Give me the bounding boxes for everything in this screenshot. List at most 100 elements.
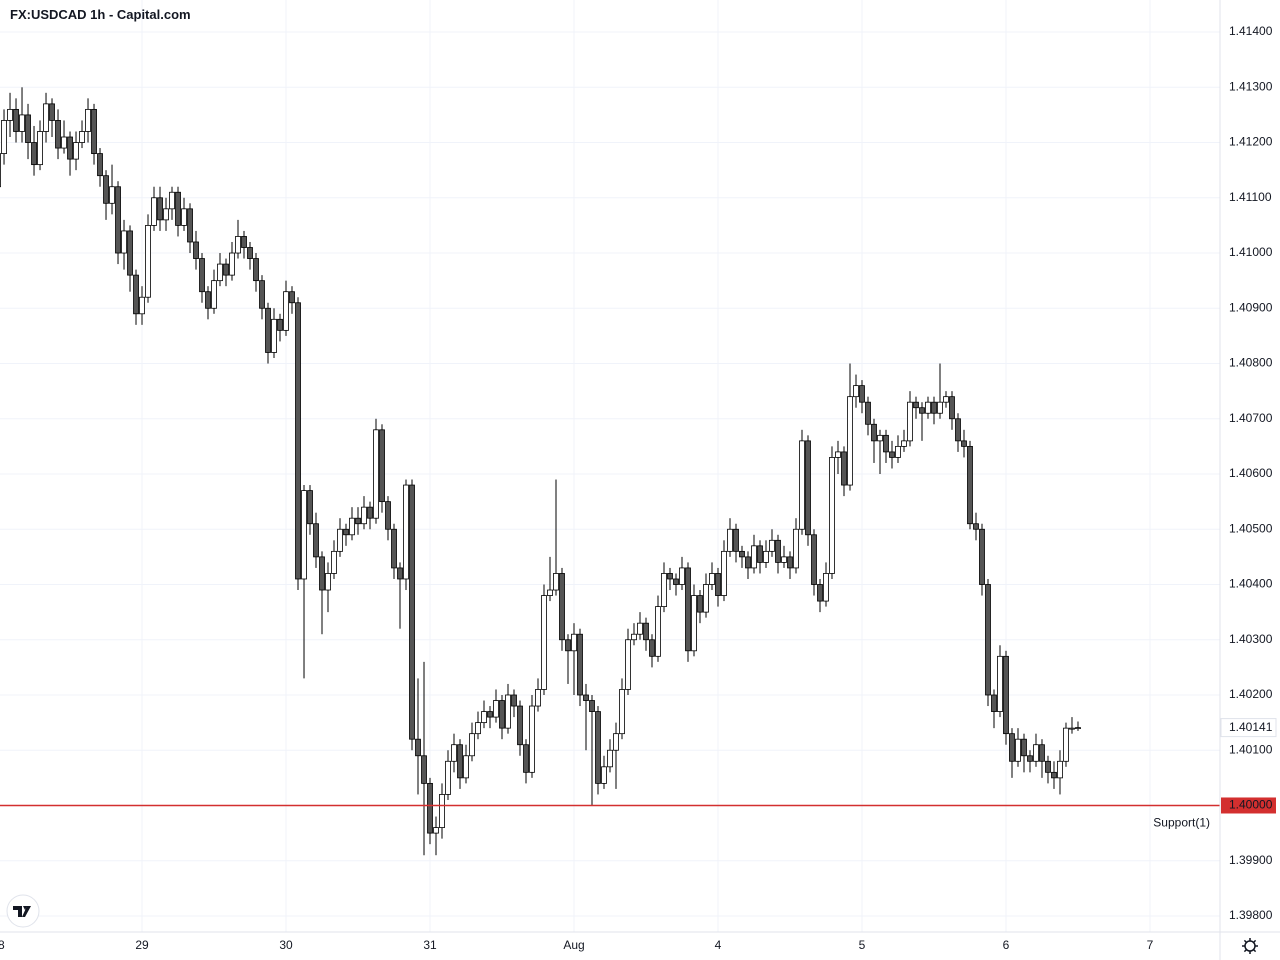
- candle-body: [679, 567, 685, 585]
- candle-body: [331, 550, 337, 574]
- last-price-box: [1220, 718, 1277, 738]
- candle-body: [1057, 760, 1063, 779]
- candle-body: [457, 744, 463, 779]
- y-tick-label: 1.39900: [1229, 853, 1273, 867]
- candle-body: [1033, 744, 1039, 762]
- candle-body: [283, 291, 289, 331]
- candle-body: [1, 120, 7, 154]
- candle-body: [817, 584, 823, 602]
- candle-body: [643, 622, 649, 641]
- y-tick-label: 1.41200: [1229, 135, 1273, 149]
- candle-body: [235, 236, 241, 254]
- candle-body: [199, 258, 205, 293]
- candle-body: [175, 191, 181, 226]
- candle-body: [901, 440, 907, 447]
- candle-body: [421, 755, 427, 784]
- x-tick-label: 5: [859, 938, 866, 952]
- candle-body: [1051, 771, 1057, 779]
- candle-body: [751, 545, 757, 569]
- candle-body: [463, 755, 469, 779]
- candle-body: [709, 573, 715, 585]
- candle-body: [115, 186, 121, 254]
- candle-body: [265, 307, 271, 353]
- candle-body: [733, 528, 739, 552]
- candle-body: [55, 120, 61, 149]
- candle-body: [133, 274, 139, 315]
- candle-body: [433, 827, 439, 834]
- candle-body: [619, 689, 625, 735]
- candle-body: [91, 108, 97, 154]
- candle-body: [37, 131, 43, 166]
- candle-body: [379, 429, 385, 503]
- candle-body: [205, 291, 211, 309]
- candle-body: [979, 528, 985, 585]
- candle-body: [325, 573, 331, 591]
- candle-body: [505, 694, 511, 729]
- candle-body: [259, 280, 265, 309]
- candle-body: [121, 230, 127, 254]
- y-tick-label: 1.41300: [1229, 79, 1273, 93]
- candle-body: [499, 700, 505, 729]
- candle-body: [955, 418, 961, 442]
- candle-body: [307, 490, 313, 525]
- candle-body: [1015, 738, 1021, 762]
- candle-body: [61, 136, 67, 149]
- grid: [0, 0, 1220, 932]
- candle-body: [97, 153, 103, 177]
- candle-body: [541, 595, 547, 690]
- candle-body: [187, 208, 193, 243]
- candle-body: [367, 506, 373, 519]
- candle-body: [151, 197, 157, 226]
- candle-body: [223, 263, 229, 276]
- candle-body: [1069, 727, 1075, 730]
- candle-body: [685, 567, 691, 652]
- x-tick-label: 31: [423, 938, 437, 952]
- candle-body: [943, 396, 949, 403]
- candle-body: [139, 296, 145, 315]
- y-tick-label: 1.40400: [1229, 577, 1273, 591]
- candle-body: [757, 545, 763, 563]
- candle-body: [193, 241, 199, 259]
- candle-body: [7, 108, 13, 121]
- candle-body: [799, 440, 805, 530]
- candle-body: [397, 567, 403, 580]
- candle-body: [853, 385, 859, 398]
- candle-body: [841, 451, 847, 486]
- candle-body: [337, 528, 343, 552]
- candle-body: [1009, 733, 1015, 762]
- axes: 1.39800 1.39900 1.40000 1.40100 1.40200 1.403…: [0, 24, 1273, 952]
- candle-body: [271, 318, 277, 353]
- candle-body: [763, 550, 769, 563]
- candle-body: [895, 445, 901, 458]
- candle-body: [475, 722, 481, 735]
- settings-icon[interactable]: [1242, 938, 1258, 954]
- candle-body: [931, 401, 937, 414]
- candle-body: [319, 556, 325, 591]
- candle-body: [1003, 655, 1009, 735]
- candle-body: [169, 191, 175, 210]
- candle-body: [889, 451, 895, 458]
- candle-body: [1021, 738, 1027, 757]
- candle-body: [871, 423, 877, 442]
- x-tick-label: 28: [0, 938, 5, 952]
- candle-body: [553, 573, 559, 591]
- candle-body: [745, 556, 751, 569]
- candle-body: [217, 263, 223, 282]
- candle-body: [697, 595, 703, 613]
- candle-body: [907, 401, 913, 442]
- candle-body: [1027, 755, 1033, 762]
- y-tick-label: 1.40700: [1229, 411, 1273, 425]
- y-tick-label: 1.41000: [1229, 245, 1273, 259]
- candle-body: [805, 440, 811, 536]
- candle-body: [313, 523, 319, 558]
- candle-body: [583, 694, 589, 701]
- candle-body: [661, 573, 667, 608]
- candle-body: [403, 484, 409, 580]
- candle-body: [607, 749, 613, 768]
- candle-body: [73, 142, 79, 160]
- candle-body: [355, 517, 361, 525]
- candle-body: [535, 689, 541, 707]
- candle-body: [859, 385, 865, 403]
- candle-body: [301, 490, 307, 580]
